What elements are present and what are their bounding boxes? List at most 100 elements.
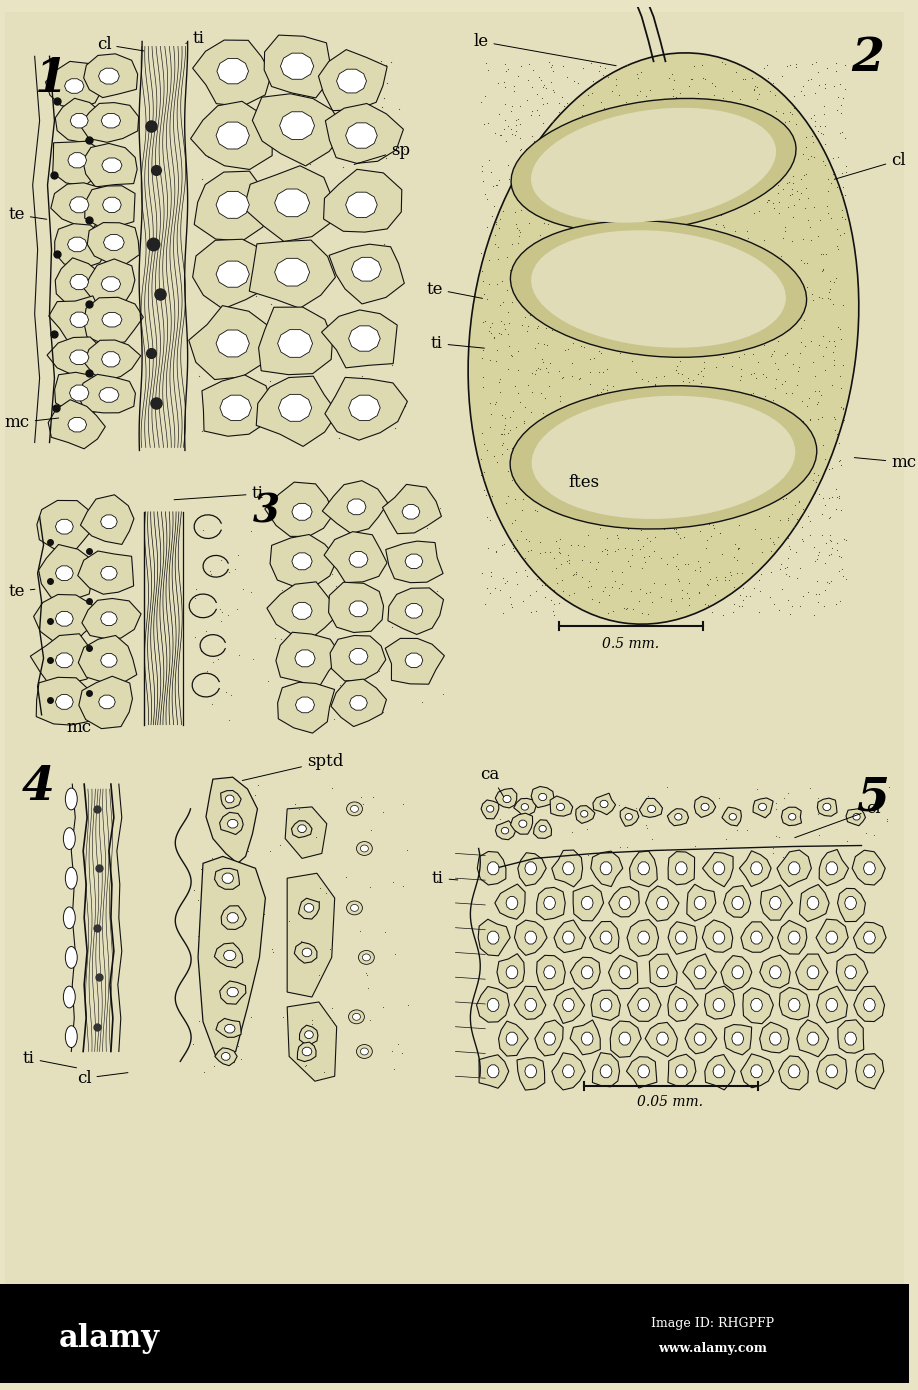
Point [650, 392, 665, 414]
Point [534, 260, 549, 282]
Point [626, 195, 641, 217]
Polygon shape [39, 545, 93, 600]
Polygon shape [519, 820, 527, 827]
Point [643, 530, 657, 552]
Point [478, 51, 493, 74]
Point [478, 182, 493, 204]
Point [789, 56, 804, 78]
Point [498, 108, 513, 131]
Point [745, 335, 760, 357]
Point [760, 461, 775, 484]
Point [643, 453, 657, 475]
Point [677, 99, 692, 121]
Point [772, 414, 787, 436]
Point [727, 221, 742, 243]
Point [484, 562, 498, 584]
Polygon shape [563, 862, 575, 874]
Point [578, 322, 593, 345]
Point [215, 197, 230, 220]
Point [598, 509, 612, 531]
Point [605, 600, 620, 623]
Point [821, 168, 835, 190]
Point [367, 505, 382, 527]
Point [610, 438, 624, 460]
Polygon shape [525, 862, 537, 874]
Point [554, 122, 568, 145]
Point [758, 304, 773, 327]
Point [479, 484, 494, 506]
Point [814, 286, 829, 309]
Point [754, 563, 768, 585]
Point [858, 821, 873, 844]
Point [492, 103, 507, 125]
Point [563, 164, 577, 186]
Polygon shape [543, 1033, 555, 1045]
Point [715, 182, 730, 204]
Point [474, 242, 488, 264]
Polygon shape [647, 805, 655, 813]
Point [789, 179, 804, 202]
Point [811, 391, 825, 413]
Point [396, 794, 410, 816]
Point [511, 232, 526, 254]
Point [764, 562, 778, 584]
Point [784, 421, 799, 443]
Point [788, 423, 802, 445]
Point [511, 461, 526, 484]
Polygon shape [760, 885, 792, 920]
Point [783, 436, 798, 459]
Point [804, 329, 819, 352]
Point [217, 357, 231, 379]
Polygon shape [581, 897, 593, 909]
Text: cl: cl [795, 801, 881, 838]
Point [820, 571, 834, 594]
Point [682, 371, 697, 393]
Point [835, 398, 850, 420]
Point [669, 316, 684, 338]
Point [390, 503, 405, 525]
Polygon shape [591, 990, 621, 1020]
Point [834, 93, 849, 115]
Point [705, 514, 720, 537]
Point [363, 876, 377, 898]
Point [683, 118, 698, 140]
Point [380, 72, 395, 95]
Point [833, 122, 847, 145]
Point [818, 133, 833, 156]
Point [772, 202, 787, 224]
Point [791, 489, 806, 512]
Point [598, 296, 612, 318]
Point [756, 416, 771, 438]
Point [222, 867, 237, 890]
Point [558, 482, 573, 505]
Point [838, 154, 853, 177]
Polygon shape [563, 931, 575, 944]
Text: cl: cl [77, 1070, 128, 1087]
Point [827, 335, 842, 357]
Point [640, 231, 655, 253]
Ellipse shape [363, 954, 370, 960]
Point [761, 67, 776, 89]
Point [656, 432, 671, 455]
Ellipse shape [351, 805, 358, 812]
Point [507, 165, 521, 188]
Polygon shape [55, 695, 73, 709]
Point [665, 63, 679, 85]
Point [636, 546, 651, 569]
Point [560, 271, 575, 293]
Point [505, 122, 520, 145]
Point [709, 235, 723, 257]
Point [545, 599, 560, 621]
Point [628, 485, 643, 507]
Point [693, 202, 708, 224]
Point [686, 500, 700, 523]
Point [781, 110, 796, 132]
Point [835, 206, 850, 228]
Point [781, 588, 796, 610]
Point [256, 68, 271, 90]
Point [474, 92, 488, 114]
Point [817, 103, 832, 125]
Point [808, 364, 823, 386]
Point [581, 85, 596, 107]
Point [495, 403, 509, 425]
